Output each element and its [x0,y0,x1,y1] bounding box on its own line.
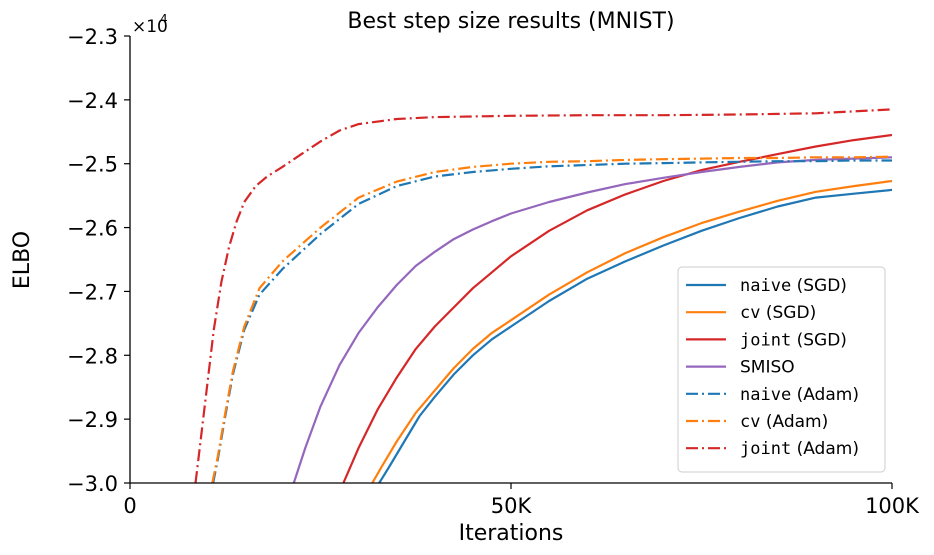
y-tick-label-5: −2.7 [67,280,118,304]
legend-label-7: joint (Adam) [740,439,859,459]
y-multiplier-exponent: 4 [160,12,168,26]
series-line-2 [371,179,892,483]
y-tick-label-1: −2.3 [67,25,118,49]
x-axis-title: Iterations [459,521,564,546]
y-tick-label-8: −3.0 [67,472,118,496]
series-line-3 [342,133,892,483]
series-line-4 [292,156,892,483]
legend-label-4: SMISO [740,358,795,378]
series-line-1 [378,188,892,483]
y-multiplier-base: ×10 [132,17,168,37]
legend-label-5: naive (Adam) [740,385,859,405]
legend-label-3: joint (SGD) [740,330,847,350]
chart-title: Best step size results (MNIST) [347,9,674,34]
axes [124,35,893,489]
y-multiplier: ×10 4 [132,12,168,37]
y-tick-label-7: −2.9 [67,408,118,432]
y-tick-label-4: −2.6 [67,217,118,241]
legend-label-1: naive (SGD) [740,276,847,296]
legend-label-2: cv (SGD) [740,303,816,323]
x-tick-label-2: 50K [491,494,533,518]
x-tick-label-3: 100K [865,494,920,518]
y-tick-label-6: −2.8 [67,344,118,368]
legend-box [677,266,886,473]
series-line-6 [211,155,892,483]
x-tick-label-1: 0 [123,494,136,518]
y-axis-title: ELBO [10,231,35,289]
y-tick-label-3: −2.5 [67,153,118,177]
legend-label-6: cv (Adam) [740,412,828,432]
legend: naive (SGD) cv (SGD) joint (SGD) SMISO naive… [677,266,886,473]
series-line-7 [194,108,892,483]
plot-area [194,108,892,483]
y-tick-label-2: −2.4 [67,89,118,113]
tick-labels: −2.3 −2.4 −2.5 −2.6 −2.7 −2.8 −2.9 −3.00 50K 100K [67,25,920,518]
